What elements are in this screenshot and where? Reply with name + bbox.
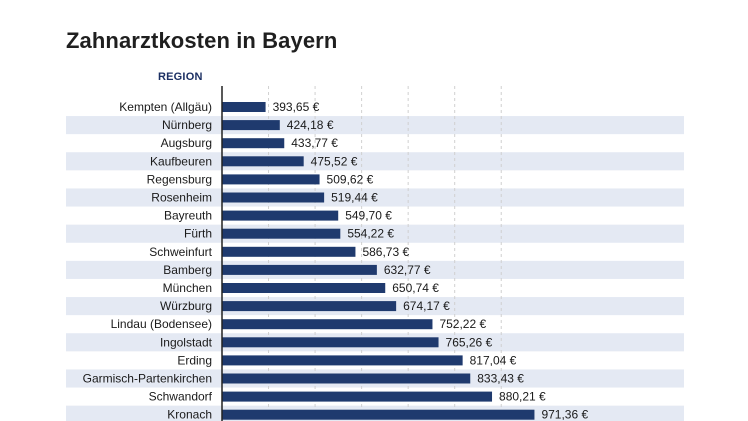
bar (222, 319, 433, 330)
bar (222, 391, 493, 402)
category-label: Schwandorf (149, 390, 213, 404)
bar (222, 246, 356, 257)
bar (222, 337, 439, 348)
category-label: Schweinfurt (149, 245, 212, 259)
category-label: Rosenheim (151, 191, 212, 205)
category-label: Augsburg (161, 136, 212, 150)
bar (222, 228, 341, 239)
value-label: 632,77 € (384, 263, 431, 277)
value-label: 880,21 € (499, 390, 546, 404)
value-label: 586,73 € (362, 245, 409, 259)
category-label: Kempten (Allgäu) (119, 100, 212, 114)
category-label: Bayreuth (164, 209, 212, 223)
category-label: Erding (177, 353, 212, 367)
category-labels: Kempten (Allgäu) Nürnberg Augsburg Kaufbeur… (83, 100, 213, 421)
bar (222, 138, 285, 149)
bar (222, 355, 463, 366)
category-label: Fürth (184, 227, 212, 241)
bar (222, 156, 304, 167)
value-label: 393,65 € (273, 100, 320, 114)
bar (222, 373, 471, 384)
value-label: 433,77 € (291, 136, 338, 150)
category-column-header: REGION (158, 71, 203, 83)
bar (222, 264, 377, 275)
category-label: Ingolstadt (160, 335, 213, 349)
row-band (66, 152, 684, 171)
value-labels: 393,65 € 424,18 € 433,77 € 475,52 € 509,62 €… (273, 100, 589, 421)
value-label: 549,70 € (345, 209, 392, 223)
bar (222, 120, 280, 131)
bar (222, 210, 339, 221)
bar (222, 409, 535, 420)
category-label: München (163, 281, 212, 295)
bar (222, 192, 325, 203)
value-label: 817,04 € (470, 353, 517, 367)
value-label: 554,22 € (347, 227, 394, 241)
category-label: Regensburg (147, 172, 212, 186)
value-label: 509,62 € (327, 172, 374, 186)
category-label: Nürnberg (162, 118, 212, 132)
bar (222, 283, 386, 293)
row-band (66, 224, 684, 243)
chart-title: Zahnarztkosten in Bayern (66, 28, 338, 53)
category-label: Lindau (Bodensee) (111, 317, 212, 331)
category-label: Würzburg (160, 299, 212, 313)
value-label: 765,26 € (446, 335, 493, 349)
value-label: 752,22 € (439, 317, 486, 331)
value-label: 971,36 € (541, 408, 588, 421)
value-label: 833,43 € (477, 372, 524, 386)
value-label: 424,18 € (287, 118, 334, 132)
bars (222, 102, 535, 420)
value-label: 519,44 € (331, 191, 378, 205)
bar (222, 102, 266, 112)
row-band (66, 188, 684, 207)
category-label: Garmisch-Partenkirchen (83, 372, 212, 386)
bar (222, 301, 397, 312)
category-label: Bamberg (163, 263, 212, 277)
row-band (66, 116, 684, 135)
value-label: 475,52 € (311, 154, 358, 168)
bar (222, 174, 320, 185)
value-label: 674,17 € (403, 299, 450, 313)
category-label: Kaufbeuren (150, 154, 212, 168)
value-label: 650,74 € (392, 281, 439, 295)
category-label: Kronach (167, 408, 212, 421)
